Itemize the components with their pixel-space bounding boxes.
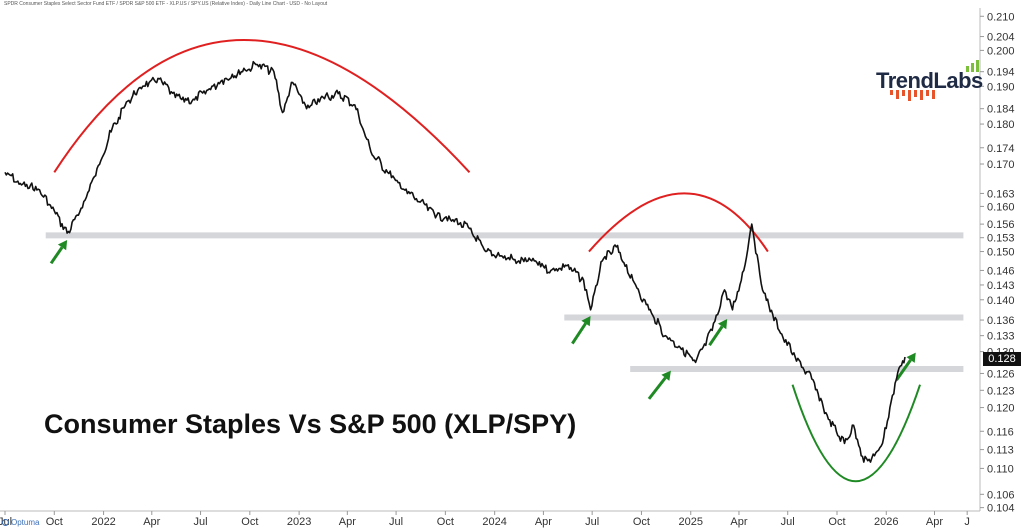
y-tick-label-14: 0.146 [987,265,1015,277]
x-axis: Jul Oct 2022 Apr Jul Oct 2023 Apr Jul Oct 2024 Apr J… [0,511,970,528]
y-tick-label-26: 0.106 [987,489,1015,501]
bar-signal-icon [890,60,979,101]
red-arc-1 [588,192,769,253]
y-tick-label-11: 0.156 [987,219,1015,231]
green-arrow-head-1 [581,315,591,327]
y-tick-label-22: 0.120 [987,403,1015,415]
chart-subtitle: SPDR Consumer Staples Select Sector Fund… [4,1,328,7]
x-tick-label-6: 2023 [287,516,311,528]
y-tick-label-18: 0.133 [987,331,1015,343]
x-tick-label-5: Oct [241,516,258,528]
y-tick-label-20: 0.126 [987,368,1015,380]
green-arrow-shaft-1 [571,322,587,345]
x-tick-label-14: 2025 [678,516,702,528]
y-tick-label-1: 0.204 [987,32,1015,44]
annotation-layer [45,39,964,483]
y-tick-label-10: 0.160 [987,201,1015,213]
x-tick-label-4: Jul [194,516,208,528]
y-tick-label-12: 0.153 [987,233,1015,245]
y-tick-label-8: 0.170 [987,159,1015,171]
green-arrow-head-4 [906,352,916,363]
x-tick-label-16: Jul [781,516,795,528]
optuma-label: Optuma [11,518,40,527]
green-arc-0 [791,384,921,483]
series-line-0 [4,60,906,463]
logo-text: TrendLabs [876,68,983,93]
y-tick-label-15: 0.143 [987,280,1015,292]
last-price-tag: 0.128 [983,352,1021,366]
y-tick-label-0: 0.210 [987,11,1015,23]
y-tick-label-25: 0.110 [987,463,1014,475]
x-tick-label-8: Jul [389,516,403,528]
y-tick-label-24: 0.113 [987,445,1014,457]
x-tick-label-18: 2026 [874,516,898,528]
green-arrow-head-2 [661,370,671,381]
y-tick-label-23: 0.116 [987,426,1014,438]
y-tick-label-13: 0.150 [987,247,1015,259]
green-arrow-shaft-0 [49,246,64,265]
x-tick-label-17: Oct [828,516,845,528]
green-arrow-shaft-4 [895,359,912,382]
green-arrow-head-3 [717,319,728,330]
x-tick-label-3: Apr [143,516,160,528]
y-tick-label-16: 0.140 [987,295,1015,307]
trendlabs-logo: TrendLabs [876,60,996,104]
x-tick-label-20: J [964,516,970,528]
y-tick-label-4: 0.190 [987,81,1015,93]
y-tick-label-5: 0.184 [987,104,1015,116]
chart-headline: Consumer Staples Vs S&P 500 (XLP/SPY) [44,409,577,439]
y-tick-label-7: 0.174 [987,143,1015,155]
y-tick-label-2: 0.200 [987,45,1015,57]
y-tick-label-17: 0.136 [987,315,1015,327]
x-tick-label-10: 2024 [482,516,506,528]
x-tick-label-7: Apr [339,516,356,528]
y-tick-label-27: 0.104 [987,503,1015,515]
green-arrow-head-0 [57,239,68,251]
y-tick-label-21: 0.123 [987,385,1015,397]
x-tick-label-9: Oct [437,516,454,528]
x-tick-label-1: Oct [46,516,63,528]
optuma-brand: Optuma [2,518,39,527]
green-arrow-shaft-3 [708,325,724,347]
y-tick-label-3: 0.194 [987,67,1015,79]
red-arc-0 [53,39,471,173]
x-tick-label-15: Apr [730,516,747,528]
x-tick-label-12: Jul [585,516,599,528]
green-arrow-shaft-2 [647,376,667,400]
x-tick-label-19: Apr [926,516,943,528]
y-tick-label-6: 0.180 [987,119,1015,131]
y-tick-label-9: 0.163 [987,188,1015,200]
optuma-logo-icon [2,519,9,526]
x-tick-label-11: Apr [535,516,552,528]
x-tick-label-13: Oct [633,516,650,528]
x-tick-label-2: 2022 [91,516,115,528]
price-line-layer [4,60,906,463]
